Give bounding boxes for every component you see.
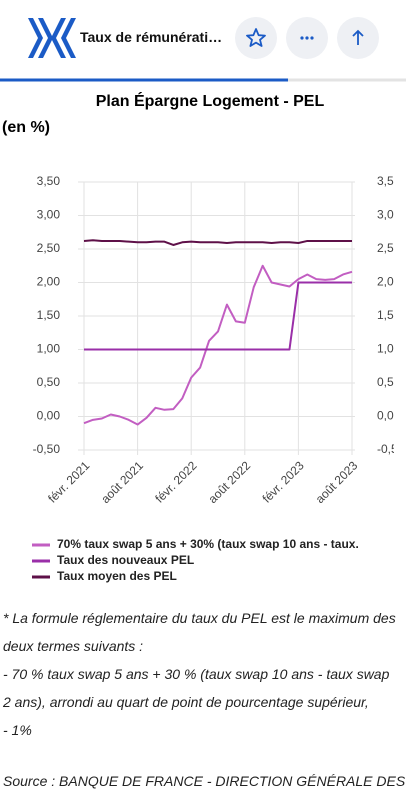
y2-tick-label: -0,50 — [377, 442, 405, 456]
more-button[interactable] — [286, 17, 328, 59]
x-tick-label: août 2023 — [313, 458, 361, 506]
legend-label: Taux des nouveaux PEL — [57, 553, 194, 567]
series-line — [83, 264, 353, 426]
y2-tick-label: 0,00 — [377, 409, 401, 423]
x-tick-label: août 2021 — [98, 458, 146, 506]
y-tick-label: 3,50 — [37, 174, 61, 188]
x-tick-label: févr. 2022 — [152, 458, 199, 505]
source: Source : BANQUE DE FRANCE - DIRECTION GÉ… — [3, 773, 406, 789]
y2-tick-label: 1,50 — [377, 308, 401, 322]
y-tick-label: 2,00 — [37, 275, 61, 289]
note: * La formule réglementaire du taux du PE… — [3, 610, 396, 654]
header-title: Taux de rémunérati… — [80, 29, 223, 45]
y2-tick-label: 2,00 — [377, 275, 401, 289]
logo[interactable] — [28, 18, 76, 58]
y-tick-label: 0,50 — [37, 375, 61, 389]
notes: * La formule réglementaire du taux du PE… — [3, 604, 399, 744]
y2-tick-label: 2,50 — [377, 241, 401, 255]
star-icon — [246, 28, 266, 47]
right-axis: -0,50 0,00 0,50 1,00 1,50 2,00 2,50 3,00 3,50 — [377, 174, 405, 456]
y2-tick-label: 1,00 — [377, 342, 401, 356]
y2-tick-label: 3,00 — [377, 208, 401, 222]
favorite-button[interactable] — [235, 17, 277, 59]
x-tick-label: août 2022 — [206, 458, 254, 506]
plot: -0,500,000,501,001,502,002,503,003,50-0,… — [32, 174, 405, 583]
note: - 70 % taux swap 5 ans + 30 % (taux swap… — [3, 666, 390, 710]
chart: Plan Épargne Logement - PEL (en %) -0,50… — [0, 18, 406, 583]
y2-tick-label: 0,50 — [377, 375, 401, 389]
legend-label: Taux moyen des PEL — [57, 569, 177, 583]
y-axis-label: (en %) — [2, 119, 50, 136]
y-tick-label: 2,50 — [37, 241, 61, 255]
arrow-icon — [352, 29, 364, 45]
y2-tick-label: 3,50 — [377, 174, 401, 188]
dots-icon — [300, 36, 314, 40]
y-tick-label: 1,00 — [37, 342, 61, 356]
legend-label: 70% taux swap 5 ans + 30% (taux swap 10 … — [57, 537, 359, 551]
y-tick-label: 3,00 — [37, 208, 61, 222]
chart-title: Plan Épargne Logement - PEL — [96, 91, 325, 110]
series-line — [83, 239, 352, 246]
note: - 1% — [3, 722, 32, 738]
series-line — [84, 281, 352, 351]
scroll-top-button[interactable] — [337, 17, 379, 59]
y-tick-label: 1,50 — [37, 308, 61, 322]
x-tick-label: févr. 2023 — [260, 458, 307, 505]
x-tick-label: févr. 2021 — [45, 458, 92, 505]
y-tick-label: -0,50 — [33, 442, 61, 456]
y-tick-label: 0,00 — [37, 409, 61, 423]
